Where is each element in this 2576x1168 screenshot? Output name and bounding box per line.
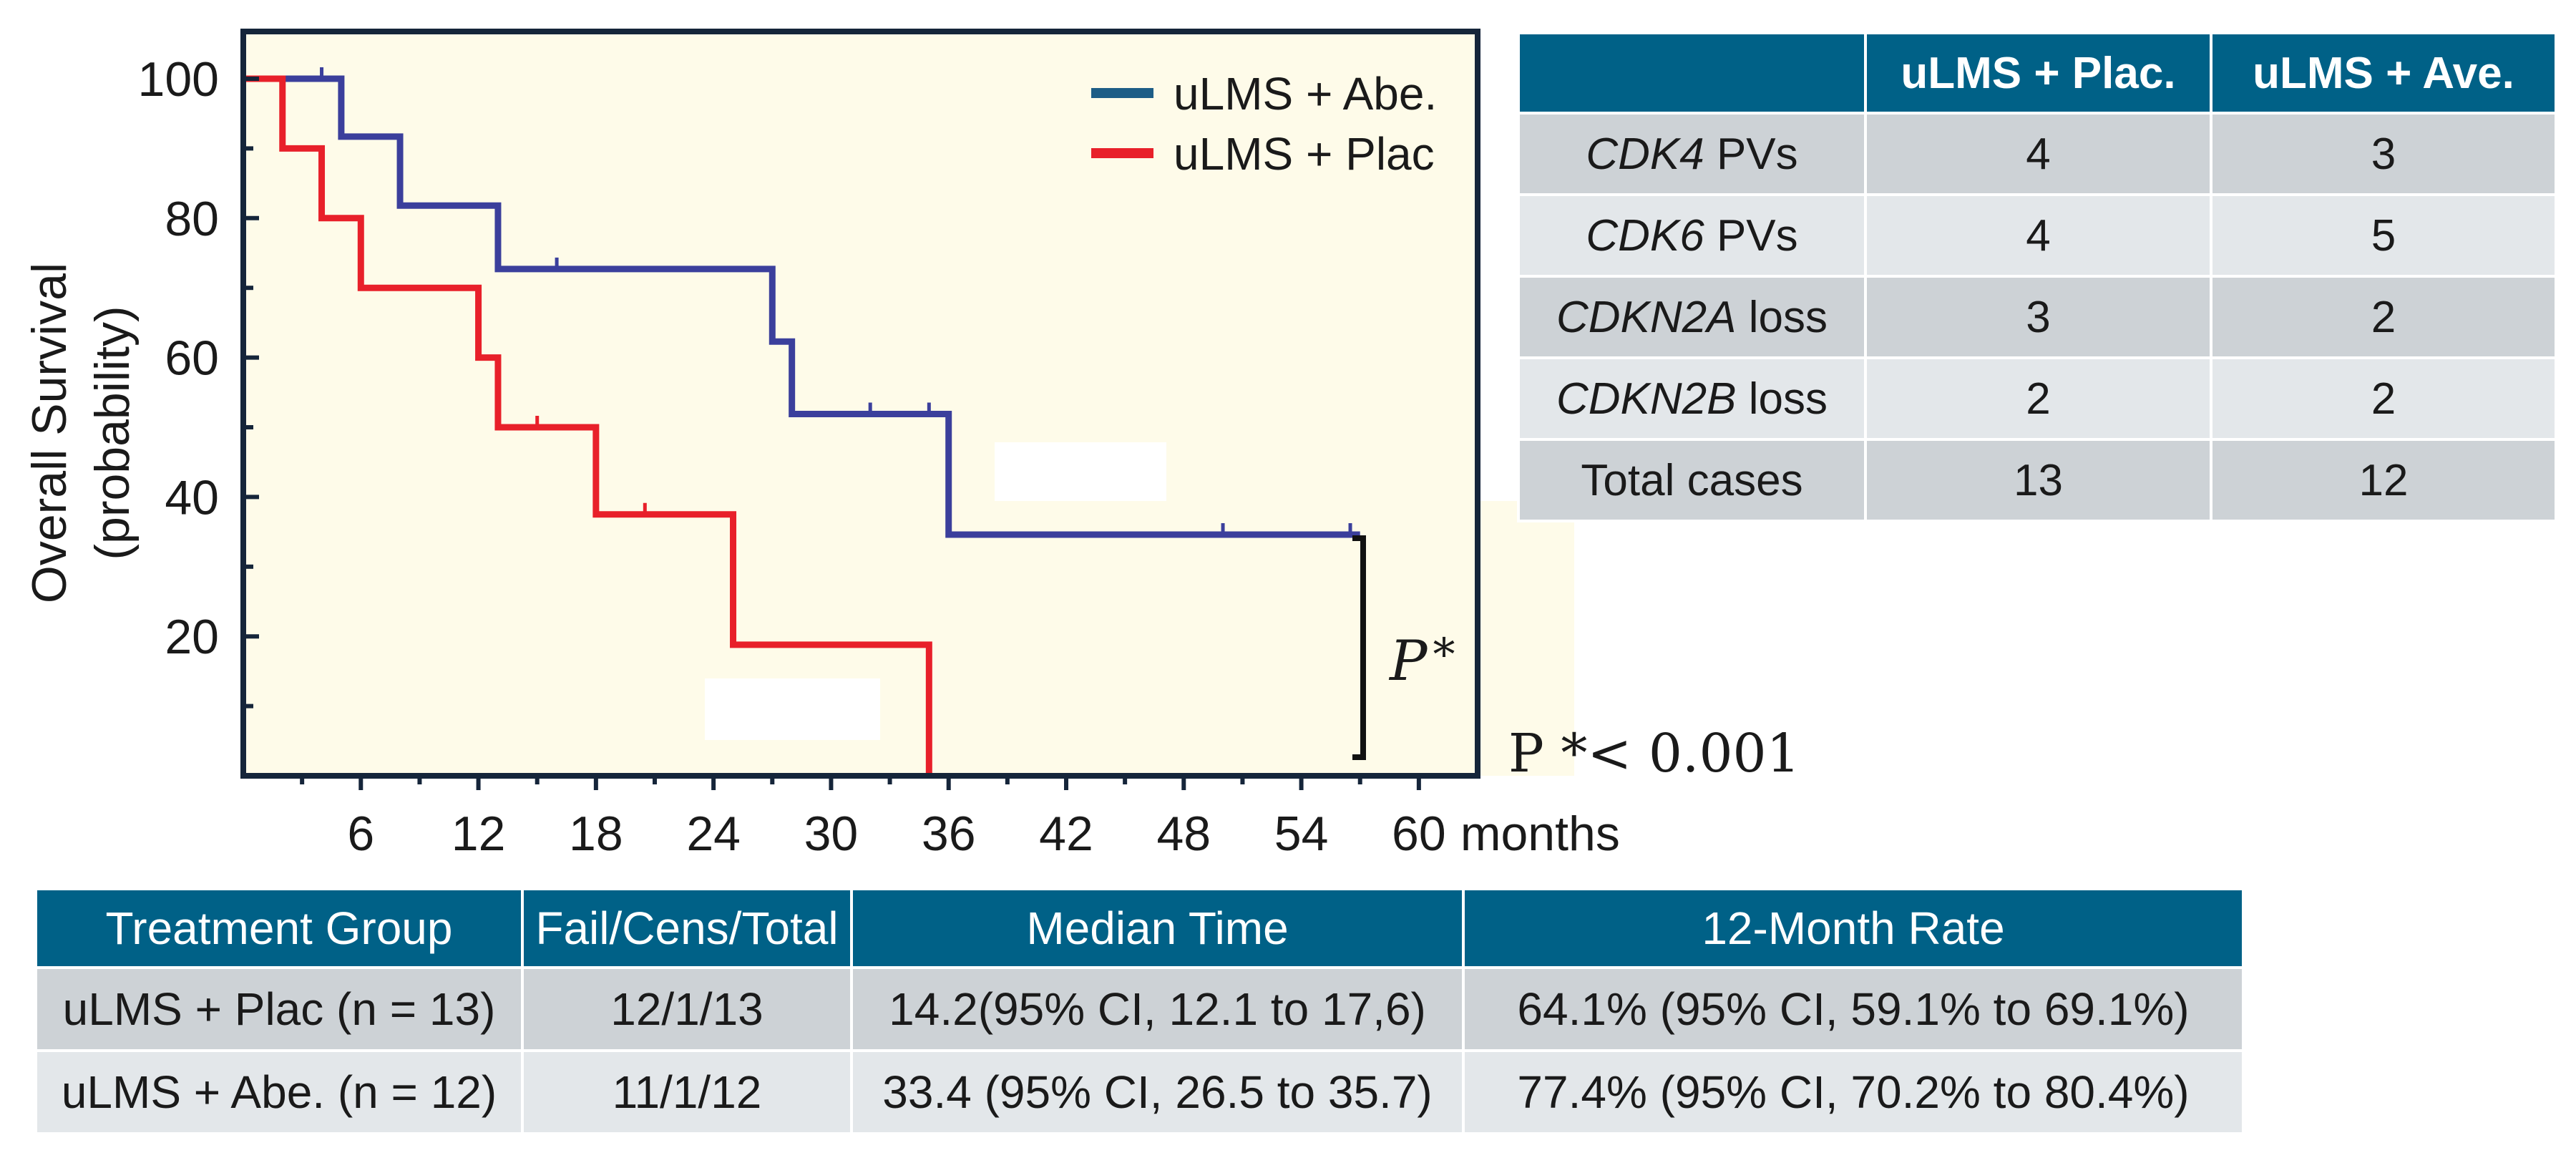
gene-count-ave: 2 [2210,275,2557,359]
x-tick-label: 12 [452,807,506,861]
gene-label: CDK6 PVs [1517,193,1867,278]
gene-label: Total cases [1517,438,1867,522]
p-annotation: P * [1388,628,1455,694]
gene-alteration-table: uLMS + Plac. uLMS + Ave. CDK4 PVs 4 3 CD… [1517,31,2557,522]
summary-row-abe: uLMS + Abe. (n = 12) 11/1/12 33.4 (95% C… [34,1049,2245,1135]
gene-count-plac: 4 [1864,112,2212,196]
x-tick-label: 30 [804,807,859,861]
summary-header-counts: Fail/Cens/Total [521,887,853,969]
y-tick-label: 60 [165,331,219,386]
gene-table-header: uLMS + Plac. uLMS + Ave. [1517,31,2557,115]
summary-header: Treatment Group Fail/Cens/Total Median T… [34,887,2245,969]
gene-label: CDKN2B loss [1517,356,1867,441]
y-tick-label: 100 [138,52,219,107]
gene-row-cdk4: CDK4 PVs 4 3 [1517,112,2557,196]
x-axis-unit: months [1460,807,1620,861]
summary-row-plac: uLMS + Plac (n = 13) 12/1/13 14.2(95% CI… [34,966,2245,1052]
survival-summary-table: Treatment Group Fail/Cens/Total Median T… [34,887,2245,1135]
y-tick-label: 80 [165,192,219,246]
y-tick-label: 40 [165,470,219,525]
gene-count-ave: 3 [2210,112,2557,196]
summary-header-median: Median Time [850,887,1465,969]
gene-count-ave: 5 [2210,193,2557,278]
white-patch [995,442,1166,501]
white-patch [705,678,880,740]
gene-count-plac: 2 [1864,356,2212,441]
tick-layer: 6 12 18 24 30 36 42 48 54 60 months 20 40 60 80 100 [138,52,1620,861]
y-tick-label: 20 [165,610,219,664]
series-layer [243,67,1360,776]
gene-count-plac: 13 [1864,438,2212,522]
summary-cell-group: uLMS + Plac (n = 13) [34,966,524,1052]
summary-cell-counts: 11/1/12 [521,1049,853,1135]
gene-count-ave: 2 [2210,356,2557,441]
x-tick-label: 42 [1039,807,1093,861]
series-line-0 [243,75,1360,538]
summary-cell-counts: 12/1/13 [521,966,853,1052]
gene-count-ave: 12 [2210,438,2557,522]
gene-label: CDK4 PVs [1517,112,1867,196]
x-tick-label: 18 [569,807,623,861]
y-axis-subtitle: (probability) [85,306,140,560]
plot-frame [240,29,1480,779]
km-chart: 6 12 18 24 30 36 42 48 54 60 months 20 40 60 80 100 Ove… [22,29,1800,861]
summary-cell-rate: 77.4% (95% CI, 70.2% to 80.4%) [1462,1049,2245,1135]
x-tick-label: 6 [347,807,374,861]
gene-label: CDKN2A loss [1517,275,1867,359]
gene-row-total: Total cases 13 12 [1517,438,2557,522]
summary-cell-rate: 64.1% (95% CI, 59.1% to 69.1%) [1462,966,2245,1052]
gene-count-plac: 4 [1864,193,2212,278]
summary-cell-median: 33.4 (95% CI, 26.5 to 35.7) [850,1049,1465,1135]
x-tick-label: 36 [922,807,976,861]
series-line-1 [243,75,932,776]
plot-background [243,31,1478,776]
significance-bracket [1352,535,1366,760]
gene-row-cdk6: CDK6 PVs 4 5 [1517,193,2557,278]
x-tick-label: 48 [1156,807,1211,861]
gene-table-header-blank [1517,31,1867,115]
summary-header-group: Treatment Group [34,887,524,969]
x-tick-label: 60 [1392,807,1446,861]
x-tick-label: 54 [1274,807,1329,861]
y-axis-title: Overall Survival [22,263,77,603]
legend-label-plac: uLMS + Plac [1174,128,1435,180]
gene-row-cdkn2b: CDKN2B loss 2 2 [1517,356,2557,441]
summary-header-rate: 12-Month Rate [1462,887,2245,969]
summary-cell-group: uLMS + Abe. (n = 12) [34,1049,524,1135]
summary-cell-median: 14.2(95% CI, 12.1 to 17,6) [850,966,1465,1052]
p-value: P *< 0.001 [1508,723,1800,784]
gene-count-plac: 3 [1864,275,2212,359]
gene-row-cdkn2a: CDKN2A loss 3 2 [1517,275,2557,359]
x-tick-label: 24 [686,807,741,861]
gene-table-header-plac: uLMS + Plac. [1864,31,2212,115]
legend-label-abe: uLMS + Abe. [1174,68,1437,120]
gene-table-header-ave: uLMS + Ave. [2210,31,2557,115]
annotation-background [1478,501,1574,776]
